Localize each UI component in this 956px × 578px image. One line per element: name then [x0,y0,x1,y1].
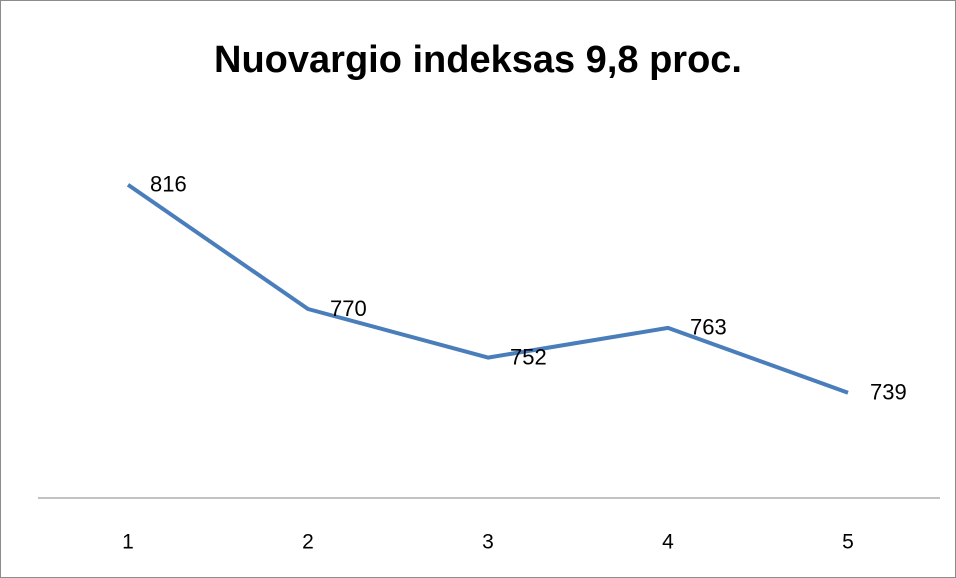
x-tick-label: 3 [482,531,494,554]
x-tick-label: 1 [122,531,134,554]
data-line [126,183,849,395]
chart-title: Nuovargio indeksas 9,8 proc. [214,39,742,81]
data-label: 816 [150,172,187,197]
x-tick-label: 4 [662,531,674,554]
x-tick-label: 2 [302,531,314,554]
data-label: 739 [870,380,907,405]
x-tick-label: 5 [842,531,854,554]
data-label: 752 [510,344,547,369]
data-label: 770 [330,296,367,321]
data-label: 763 [690,315,727,340]
